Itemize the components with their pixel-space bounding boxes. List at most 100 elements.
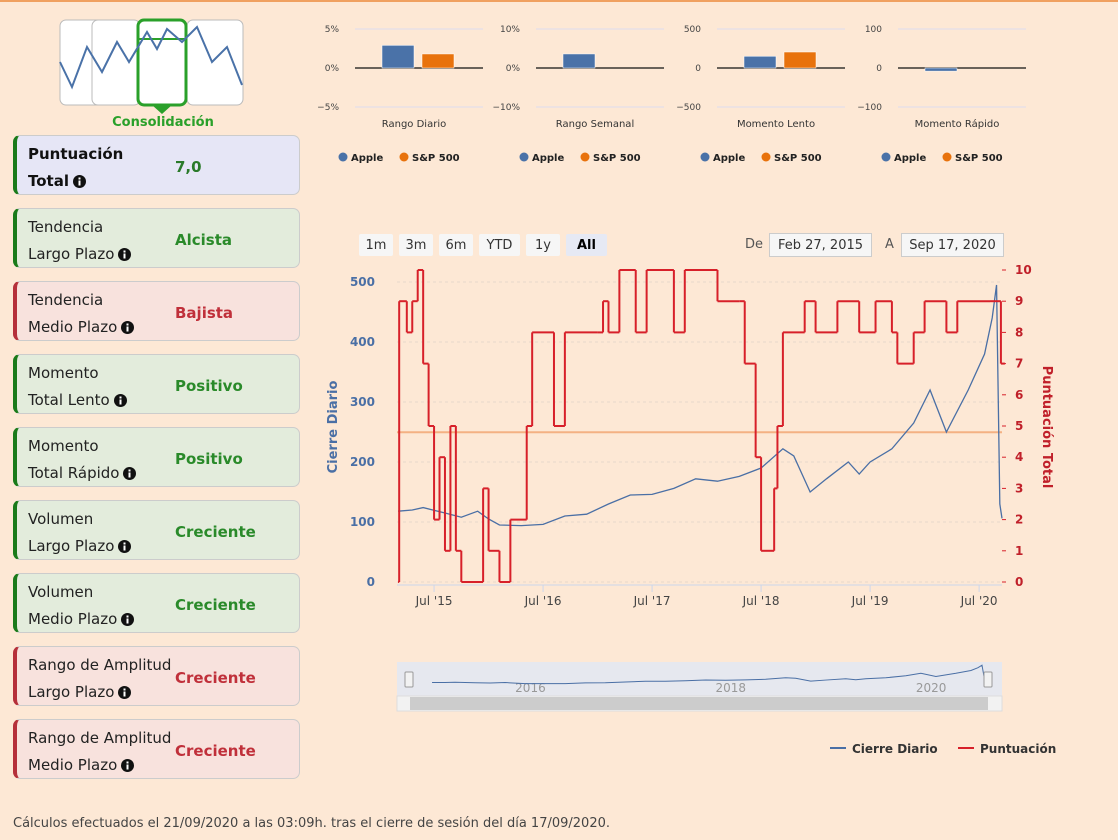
y2-tick-label: 7 xyxy=(1015,357,1023,371)
logo: Consolidación xyxy=(59,18,244,130)
card-value: Positivo xyxy=(175,377,243,395)
y-tick-label: 200 xyxy=(350,455,375,469)
card-label: Largo Plazo xyxy=(28,537,132,555)
info-icon[interactable] xyxy=(72,174,86,188)
x-tick-label: Jul '16 xyxy=(524,594,562,608)
legend-marker xyxy=(942,152,952,162)
navigator-tick-label: 2018 xyxy=(716,681,747,695)
card-label: Rango de Amplitud xyxy=(28,656,172,674)
info-icon[interactable] xyxy=(118,539,132,553)
card-label: Total Rápido xyxy=(28,464,120,482)
card-label: Medio Plazo xyxy=(28,610,118,628)
charts: 5% 0% −5% Apple S&P 500 Rango Diario 10% 0% −10%… xyxy=(317,25,1056,756)
bar xyxy=(562,53,596,69)
info-icon[interactable] xyxy=(118,685,132,699)
card-value: Bajista xyxy=(175,304,234,322)
card-label: Largo Plazo xyxy=(28,683,115,701)
date-input[interactable]: Sep 17, 2020 xyxy=(901,233,1004,257)
card-label: Medio Plazo xyxy=(28,756,135,774)
card-label: Total Rápido xyxy=(28,464,137,482)
navigator-tick-label: 2016 xyxy=(515,681,546,695)
x-tick-label: Jul '20 xyxy=(960,594,998,608)
score-step-connector xyxy=(398,270,1002,582)
card-label: Largo Plazo xyxy=(28,245,132,263)
legend-label: S&P 500 xyxy=(593,153,641,164)
range-button[interactable]: All xyxy=(566,234,607,256)
y-tick-label: 500 xyxy=(684,25,701,35)
info-icon[interactable] xyxy=(113,393,127,407)
card-value: Positivo xyxy=(175,450,243,468)
y2-tick-label: 0 xyxy=(1015,575,1023,589)
logo-label: Consolidación xyxy=(112,115,214,130)
card-label: Tendencia xyxy=(28,291,104,309)
navigator-handle xyxy=(983,671,993,688)
card-label: Medio Plazo xyxy=(28,756,118,774)
card-label: Largo Plazo xyxy=(28,683,132,701)
card-label: Total Lento xyxy=(28,391,110,409)
card-label: Total Lento xyxy=(28,391,127,409)
y2-tick-label: 5 xyxy=(1015,419,1023,433)
info-icon[interactable] xyxy=(118,247,132,261)
y-tick-label: 0 xyxy=(876,64,882,74)
x-tick-label: Jul '19 xyxy=(851,594,889,608)
y-tick-label: 500 xyxy=(350,275,375,289)
x-tick-label: Jul '17 xyxy=(633,594,671,608)
legend-label: S&P 500 xyxy=(955,153,1003,164)
info-icon[interactable] xyxy=(121,320,135,334)
card-label: Medio Plazo xyxy=(28,610,135,628)
y-tick-label: 300 xyxy=(350,395,375,409)
range-button[interactable]: 1y xyxy=(526,234,560,256)
card-value: Creciente xyxy=(175,596,256,614)
card-value: Creciente xyxy=(175,669,256,687)
y2-tick-label: 10 xyxy=(1015,263,1032,277)
card-value: 7,0 xyxy=(175,158,202,176)
card-label: Tendencia xyxy=(28,218,104,236)
y2-axis-title: Puntuación Total xyxy=(1039,366,1054,489)
date-input[interactable]: Feb 27, 2015 xyxy=(769,233,872,257)
y2-tick-label: 9 xyxy=(1015,294,1023,308)
card-label: Largo Plazo xyxy=(28,245,115,263)
y2-tick-label: 6 xyxy=(1015,388,1023,402)
y-tick-label: −100 xyxy=(857,103,882,113)
navigator-tick-label: 2020 xyxy=(916,681,947,695)
score-card: Tendencia Medio Plazo Bajista xyxy=(13,281,300,341)
y2-tick-label: 8 xyxy=(1015,325,1023,339)
navigator-line xyxy=(432,664,988,685)
score-card: Rango de Amplitud Medio Plazo Creciente xyxy=(13,719,300,779)
card-label: Largo Plazo xyxy=(28,537,115,555)
legend-label: Apple xyxy=(894,153,926,164)
card-label: Total xyxy=(28,172,86,190)
range-button[interactable]: YTD xyxy=(479,234,520,256)
info-icon[interactable] xyxy=(121,758,135,772)
legend-marker xyxy=(399,152,409,162)
y-tick-label: 400 xyxy=(350,335,375,349)
range-button[interactable]: 1m xyxy=(359,234,393,256)
y-tick-label: 0% xyxy=(325,64,340,74)
y-tick-label: 5% xyxy=(325,25,340,35)
card-label: Volumen xyxy=(28,583,94,601)
score-card: Volumen Medio Plazo Creciente xyxy=(13,573,300,633)
range-button[interactable]: 6m xyxy=(439,234,473,256)
info-icon[interactable] xyxy=(121,612,135,626)
card-label: Puntuación xyxy=(28,145,124,163)
x-axis-label: Rango Diario xyxy=(382,119,446,130)
card-value: Creciente xyxy=(175,523,256,541)
y2-tick-label: 2 xyxy=(1015,513,1023,527)
bar xyxy=(381,45,415,69)
y-tick-label: −500 xyxy=(676,103,701,113)
legend-marker xyxy=(700,152,710,162)
x-tick-label: Jul '15 xyxy=(415,594,453,608)
y-tick-label: 0 xyxy=(695,64,701,74)
range-button[interactable]: 3m xyxy=(399,234,433,256)
y-tick-label: −10% xyxy=(492,103,520,113)
info-icon[interactable] xyxy=(123,466,137,480)
y2-tick-label: 1 xyxy=(1015,544,1023,558)
y-tick-label: −5% xyxy=(317,103,339,113)
legend-label: S&P 500 xyxy=(412,153,460,164)
card-label: Momento xyxy=(28,437,99,455)
bar xyxy=(421,53,455,69)
y-tick-label: 0 xyxy=(367,575,375,589)
y-axis-title: Cierre Diario xyxy=(326,381,341,474)
card-label: Medio Plazo xyxy=(28,318,135,336)
